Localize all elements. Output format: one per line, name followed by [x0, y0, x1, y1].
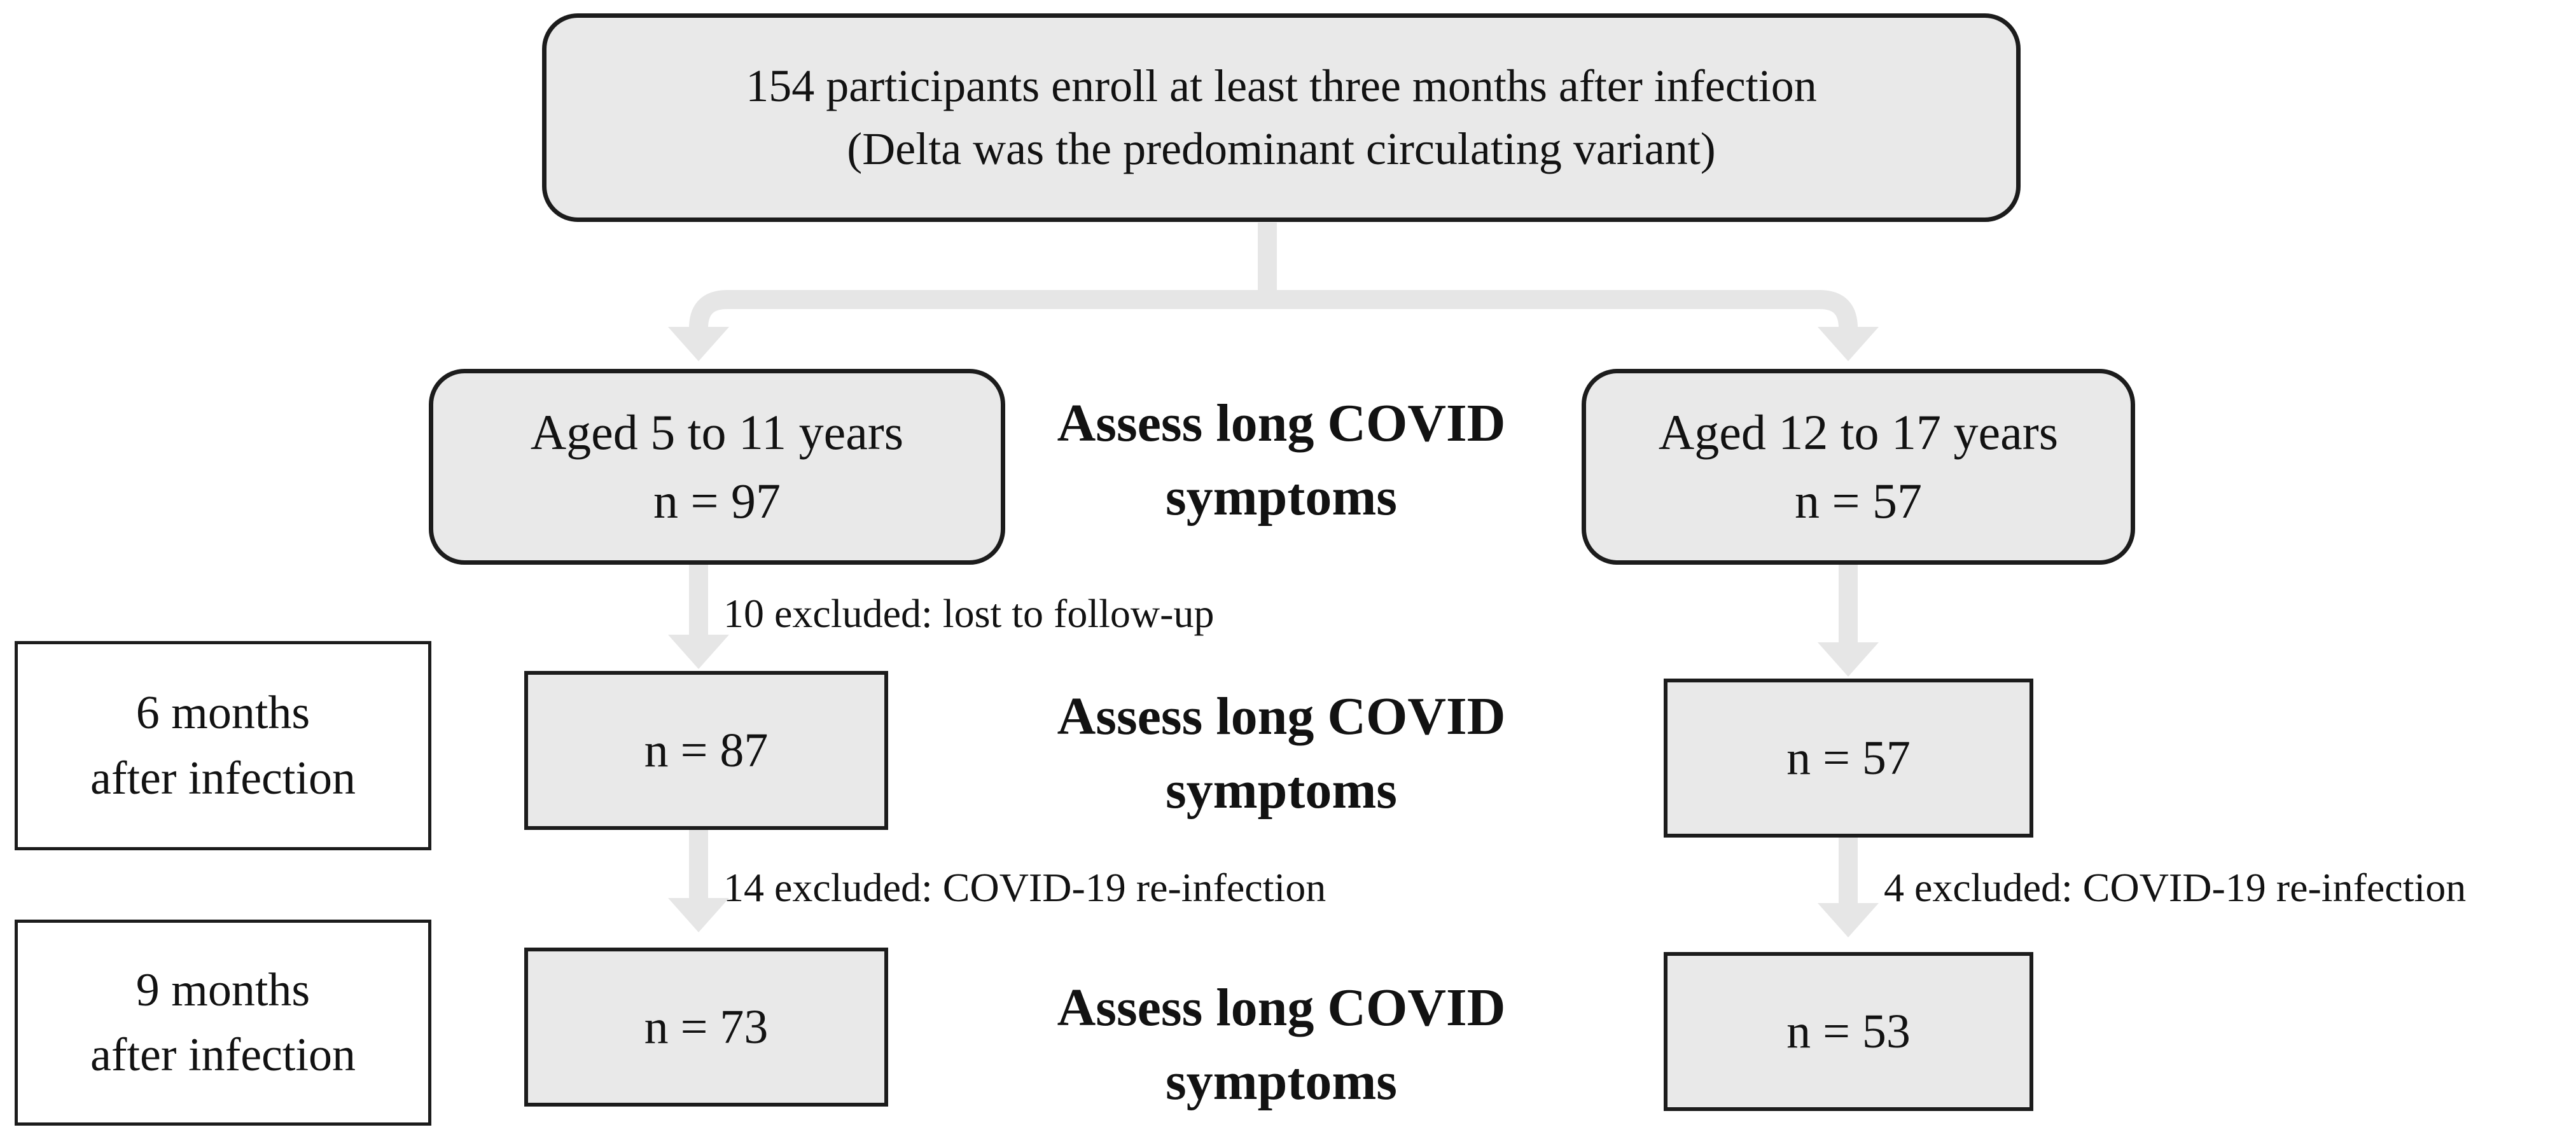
enrollment-box-line2: (Delta was the predominant circulating v…: [847, 123, 1716, 174]
assess-label-6-months-line1: Assess long COVID: [1057, 687, 1506, 747]
age-12-17-label: Aged 12 to 17 years: [1658, 404, 2059, 460]
arrowhead-right-2: [1818, 903, 1879, 937]
exclusion-lost-followup: 10 excluded: lost to follow-up: [723, 591, 1215, 636]
assess-label-6-months-line2: symptoms: [1165, 761, 1397, 820]
n-53-count: n = 53: [1786, 1004, 1911, 1058]
age-12-17-count: n = 57: [1795, 473, 1922, 528]
timepoint-6-months-line1: 6 months: [136, 687, 310, 740]
age-5-11-box: Aged 5 to 11 years n = 97: [429, 369, 1005, 565]
assess-label-9-months: Assess long COVID symptoms: [1027, 949, 1536, 1139]
age-5-11-label: Aged 5 to 11 years: [530, 404, 904, 460]
age-12-17-box: Aged 12 to 17 years n = 57: [1582, 369, 2135, 565]
n-57-box: n = 57: [1664, 679, 2033, 838]
timepoint-9-months-box: 9 months after infection: [15, 920, 431, 1126]
timepoint-6-months-box: 6 months after infection: [15, 641, 431, 850]
exclusion-reinfection-right: 4 excluded: COVID-19 re-infection: [1884, 865, 2467, 910]
arrowhead-left-1: [668, 635, 729, 669]
arrowhead-right-1: [1818, 642, 1879, 677]
timepoint-9-months-line1: 9 months: [136, 963, 310, 1016]
connector-split-bar: [689, 290, 1858, 338]
arrowhead-left-2: [668, 898, 729, 932]
arrowhead-split-left: [668, 327, 729, 361]
n-73-count: n = 73: [644, 1000, 769, 1054]
n-73-box: n = 73: [524, 948, 888, 1107]
age-5-11-count: n = 97: [653, 473, 781, 528]
enrollment-box-line1: 154 participants enroll at least three m…: [746, 60, 1817, 111]
arrowhead-split-right: [1818, 327, 1879, 361]
exclusion-reinfection-left: 14 excluded: COVID-19 re-infection: [723, 865, 1326, 910]
assess-label-9-months-line1: Assess long COVID: [1057, 978, 1506, 1038]
assess-label-enrollment: Assess long COVID symptoms: [1027, 365, 1536, 556]
n-87-count: n = 87: [644, 723, 769, 777]
assess-label-enrollment-line1: Assess long COVID: [1057, 394, 1506, 453]
timepoint-9-months-line2: after infection: [90, 1029, 356, 1081]
timepoint-6-months-line2: after infection: [90, 752, 356, 804]
n-57-count: n = 57: [1786, 731, 1911, 785]
n-53-box: n = 53: [1664, 952, 2033, 1111]
assess-label-enrollment-line2: symptoms: [1165, 467, 1397, 527]
enrollment-box: 154 participants enroll at least three m…: [542, 13, 2021, 222]
assess-label-9-months-line2: symptoms: [1165, 1052, 1397, 1111]
n-87-box: n = 87: [524, 671, 888, 830]
assess-label-6-months: Assess long COVID symptoms: [1027, 658, 1536, 849]
